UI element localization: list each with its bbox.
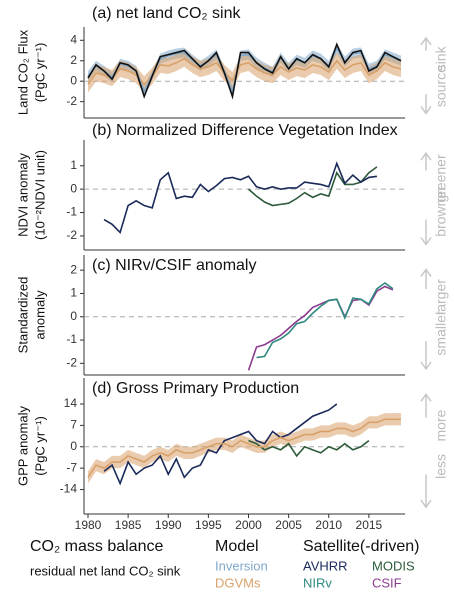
y-tick-label: 1 — [70, 158, 77, 172]
arrow — [420, 219, 432, 246]
legend-header: Model — [215, 538, 259, 555]
y-axis-label: Land CO₂ Flux — [15, 29, 30, 115]
legend-entry: MODIS — [372, 558, 415, 573]
series-line — [247, 285, 394, 371]
panel-title: (c) NIRv/CSIF anomaly — [92, 257, 256, 274]
series-line — [247, 166, 378, 207]
arrow — [420, 94, 432, 115]
y-axis-label: (PgC yr⁻¹) — [32, 416, 47, 476]
y-axis-label: NDVI anomaly — [15, 153, 30, 237]
y-tick-label: 1 — [70, 286, 77, 300]
panel-title: (d) Gross Primary Production — [92, 380, 299, 397]
legend-entry: NIRv — [303, 575, 332, 590]
x-tick-label: 2005 — [275, 518, 302, 532]
y-tick-label: -14 — [60, 482, 78, 496]
annotation: larger — [433, 279, 449, 315]
y-tick-label: 7 — [70, 418, 77, 432]
annotation: source — [433, 65, 449, 107]
y-tick-label: -2 — [66, 228, 77, 242]
annotation: more — [433, 409, 449, 441]
y-axis-label: anomaly — [32, 290, 47, 340]
series-line — [87, 418, 401, 478]
arrow — [420, 393, 432, 418]
x-tick-label: 2015 — [356, 518, 383, 532]
y-tick-label: 0 — [70, 439, 77, 453]
x-tick-label: 2010 — [315, 518, 342, 532]
legend-entry: Inversion — [215, 558, 268, 573]
x-tick-label: 1980 — [75, 518, 102, 532]
y-tick-label: 0 — [70, 309, 77, 323]
arrow — [420, 268, 432, 289]
y-tick-label: 2 — [70, 53, 77, 67]
arrow — [420, 36, 432, 51]
y-tick-label: -1 — [66, 332, 77, 346]
series-line — [87, 42, 402, 100]
y-axis-label: (PgC yr⁻¹) — [32, 43, 47, 103]
series-line — [248, 439, 370, 458]
annotation: smaller — [433, 310, 449, 355]
y-axis-label: GPP anomaly — [15, 406, 30, 486]
panel-title: (b) Normalized Difference Vegetation Ind… — [92, 122, 398, 139]
y-tick-label: -2 — [66, 94, 77, 108]
annotation: browner — [433, 186, 449, 237]
annotation: sink — [433, 45, 449, 71]
y-tick-label: 4 — [70, 32, 77, 46]
y-tick-label: 0 — [70, 73, 77, 87]
legend-header: Satellite(-driven) — [303, 538, 419, 555]
arrow — [420, 474, 432, 509]
series-line — [103, 403, 338, 486]
panel-title: (a) net land CO₂ sink — [92, 5, 241, 22]
y-tick-label: -1 — [66, 205, 77, 219]
uncertainty-band — [88, 50, 401, 93]
y-tick-label: -2 — [66, 356, 77, 370]
legend-entry: CSIF — [372, 575, 402, 590]
x-tick-label: 1985 — [115, 518, 142, 532]
y-axis-label: Standardized — [15, 277, 30, 354]
y-tick-label: 0 — [70, 181, 77, 195]
x-tick-label: 1995 — [195, 518, 222, 532]
x-tick-label: 2000 — [235, 518, 262, 532]
annotation: less — [433, 454, 449, 479]
legend-entry: DGVMs — [215, 575, 261, 590]
y-tick-label: 2 — [70, 262, 77, 276]
series-line — [256, 281, 394, 359]
y-axis-label: (10⁻²NDVI unit) — [32, 150, 47, 240]
legend-entry: residual net land CO₂ sink — [30, 563, 181, 578]
y-tick-label: -7 — [66, 460, 77, 474]
y-tick-label: 14 — [64, 396, 78, 410]
annotation: greener — [433, 154, 449, 203]
x-tick-label: 1990 — [155, 518, 182, 532]
arrow — [420, 341, 432, 371]
series-line — [103, 161, 378, 234]
arrow — [420, 151, 432, 171]
legend-header: CO₂ mass balance — [30, 538, 163, 555]
legend-entry: AVHRR — [303, 558, 348, 573]
